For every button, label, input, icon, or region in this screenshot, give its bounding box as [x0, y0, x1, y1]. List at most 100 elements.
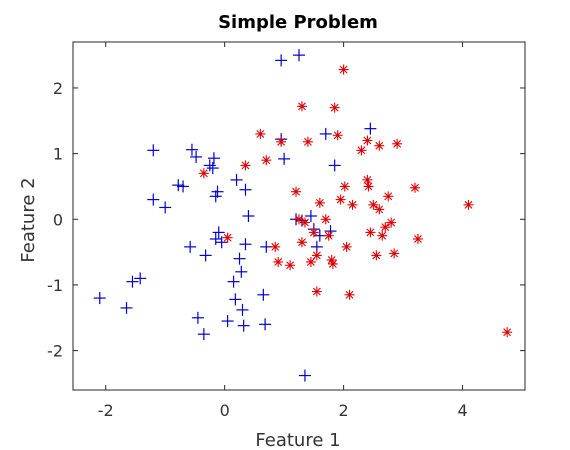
x-tick-label: 0	[220, 401, 230, 420]
plot-frame	[72, 41, 526, 391]
plus-point	[191, 311, 204, 324]
asterisk-point	[270, 241, 281, 252]
y-tick-label: 0	[53, 210, 63, 229]
plus-point	[275, 54, 288, 67]
asterisk-point	[362, 135, 373, 146]
asterisk-point	[323, 230, 334, 241]
plus-point	[184, 240, 197, 253]
plus-point	[126, 275, 139, 288]
plus-point	[147, 144, 160, 157]
y-tick-label: 2	[53, 79, 63, 98]
asterisk-point	[374, 140, 385, 151]
asterisk-point	[377, 230, 388, 241]
asterisk-point	[311, 250, 322, 261]
asterisk-point	[329, 102, 340, 113]
asterisk-point	[273, 256, 284, 267]
plus-point	[259, 318, 272, 331]
plot-area	[72, 41, 526, 391]
plus-point	[293, 49, 305, 62]
asterisk-point	[294, 214, 304, 225]
y-axis-label: Feature 2	[18, 177, 39, 262]
asterisk-point	[339, 181, 350, 192]
plus-point	[319, 127, 332, 140]
asterisk-point	[386, 217, 397, 228]
asterisk-point	[299, 217, 310, 228]
plus-point	[237, 319, 250, 332]
asterisk-point	[341, 241, 352, 252]
plus-point	[233, 252, 246, 265]
asterisk-point	[308, 227, 319, 238]
asterisk-point	[240, 160, 251, 171]
plus-point	[199, 249, 212, 262]
asterisk-point	[365, 227, 376, 238]
asterisk-point	[311, 286, 322, 297]
asterisk-point	[363, 181, 374, 192]
plus-point	[257, 288, 270, 301]
asterisk-point	[296, 101, 307, 112]
plus-point	[235, 265, 248, 278]
asterisk-point	[412, 233, 423, 244]
asterisk-point	[222, 232, 233, 243]
asterisk-point	[380, 222, 391, 233]
plus-point	[134, 272, 147, 285]
asterisk-point	[314, 197, 325, 208]
plus-point	[229, 293, 242, 306]
x-tick-label: 4	[457, 401, 467, 420]
plus-point	[206, 162, 219, 175]
y-tick-label: -2	[47, 342, 63, 361]
plus-point	[197, 328, 210, 341]
asterisk-point	[463, 199, 474, 210]
plus-point	[215, 236, 228, 249]
asterisk-point	[296, 237, 307, 248]
plus-point	[324, 225, 337, 238]
plus-point	[207, 152, 220, 165]
plus-point	[230, 173, 243, 186]
plus-point	[239, 238, 252, 251]
plus-point	[328, 159, 341, 172]
y-tick-label: -1	[47, 276, 63, 295]
asterisk-point	[374, 204, 385, 215]
plus-point	[364, 122, 377, 135]
asterisk-point	[356, 145, 367, 156]
plus-point	[185, 143, 198, 156]
plus-point	[221, 315, 234, 328]
asterisk-point	[392, 138, 403, 149]
asterisk-point	[198, 168, 209, 179]
plus-point	[93, 292, 106, 305]
chart-title: Simple Problem	[218, 12, 378, 33]
plus-point	[239, 183, 252, 196]
plus-point	[212, 226, 225, 239]
y-tick-label: 1	[53, 145, 63, 164]
plus-point	[211, 185, 224, 198]
plus-point	[236, 303, 249, 316]
x-axis-label: Feature 1	[255, 430, 340, 450]
plus-point	[159, 201, 172, 214]
plus-point	[304, 210, 317, 222]
asterisk-point	[371, 250, 382, 261]
plus-point	[227, 275, 240, 288]
plus-point	[190, 150, 203, 163]
asterisk-point	[344, 289, 355, 300]
asterisk-point	[276, 136, 287, 147]
asterisk-point	[305, 256, 316, 267]
axis-ticks: -2 0 2 4 -2 -1 0 1 2	[47, 42, 525, 420]
plus-point	[203, 159, 216, 172]
asterisk-point	[302, 136, 313, 147]
asterisk-point	[338, 64, 349, 75]
asterisk-point	[362, 174, 373, 185]
asterisk-point	[291, 186, 302, 197]
plus-point	[120, 301, 133, 314]
asterisk-point	[389, 248, 400, 259]
asterisk-point	[327, 258, 338, 269]
plus-point	[209, 232, 222, 245]
asterisk-point	[409, 182, 420, 193]
asterisk-point	[347, 199, 358, 210]
x-tick-label: -2	[98, 401, 114, 420]
plus-point	[242, 210, 255, 222]
asterisk-point	[335, 194, 346, 205]
plus-point	[147, 193, 160, 206]
asterisk-point	[383, 191, 394, 202]
asterisk-point	[285, 260, 296, 271]
